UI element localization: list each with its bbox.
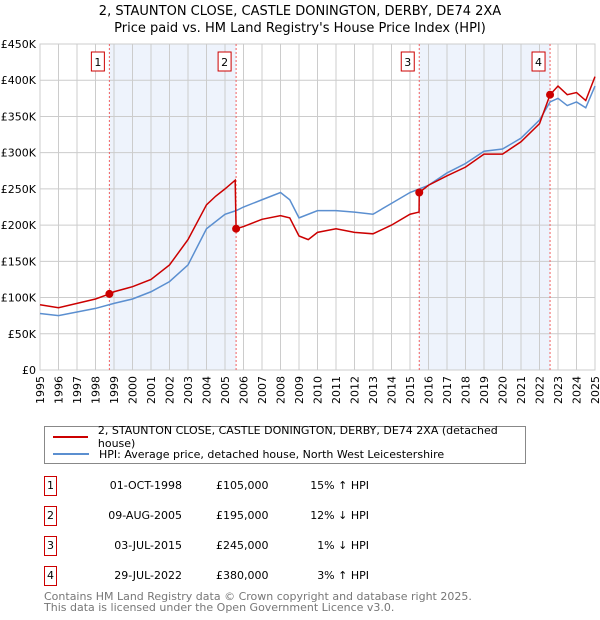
x-tick-label: 2007	[256, 376, 269, 404]
sale-hpi-diff: 1% ↓ HPI	[317, 539, 369, 552]
x-tick-label: 2025	[589, 376, 600, 404]
shaded-span	[419, 44, 551, 370]
y-tick-label: £100K	[1, 292, 37, 305]
legend-item-property: 2, STAUNTON CLOSE, CASTLE DONINGTON, DER…	[53, 424, 525, 450]
y-tick-label: £250K	[1, 183, 37, 196]
legend-swatch-red	[53, 436, 88, 438]
sale-row: 4 29-JUL-2022 £380,000 3% ↑ HPI	[44, 566, 444, 588]
sale-point	[105, 289, 114, 298]
y-tick-label: £300K	[1, 147, 37, 160]
sale-marker-box: 4	[44, 566, 57, 586]
chart-title: 2, STAUNTON CLOSE, CASTLE DONINGTON, DER…	[98, 4, 502, 19]
x-tick-label: 2024	[571, 376, 584, 404]
sale-label: 1	[94, 56, 101, 69]
sale-point	[546, 90, 555, 99]
plot-area: 1995 1996 1997 1998 1999 2000 2001 2002 2003 2004…	[1, 38, 600, 404]
sale-label: 4	[535, 56, 542, 69]
x-tick-label: 1999	[108, 376, 121, 404]
footer-line: Contains HM Land Registry data © Crown c…	[44, 590, 472, 603]
legend-label: 2, STAUNTON CLOSE, CASTLE DONINGTON, DER…	[97, 424, 498, 450]
chart-subtitle: Price paid vs. HM Land Registry's House …	[114, 21, 486, 36]
y-tick-label: £50K	[8, 328, 37, 341]
x-tick-label: 2006	[238, 376, 251, 404]
sale-price: £245,000	[216, 539, 269, 552]
y-tick-label: £0	[22, 364, 36, 377]
legend-item-hpi: HPI: Average price, detached house, Nort…	[53, 446, 444, 462]
legend-swatch-blue	[53, 453, 89, 455]
sale-date: 01-OCT-1998	[109, 479, 182, 492]
footer: Contains HM Land Registry data © Crown c…	[44, 591, 472, 613]
x-tick-label: 2020	[497, 376, 510, 404]
plot-border	[39, 43, 596, 371]
x-tick-label: 2019	[478, 376, 491, 404]
legend-label: HPI: Average price, detached house, Nort…	[99, 447, 445, 461]
x-tick-label: 2001	[145, 376, 158, 404]
sale-label-box	[400, 51, 415, 72]
x-tick-label: 2003	[182, 376, 195, 404]
sale-label: 3	[404, 56, 411, 69]
legend: 2, STAUNTON CLOSE, CASTLE DONINGTON, DER…	[44, 424, 526, 464]
shaded-span	[109, 44, 237, 370]
y-tick-label: £150K	[1, 255, 37, 268]
y-tick-label: £350K	[1, 110, 37, 123]
x-tick-label: 2002	[164, 376, 177, 404]
x-tick-label: 2009	[293, 376, 306, 404]
x-tick-label: 2021	[515, 376, 528, 404]
x-tick-label: 2008	[275, 376, 288, 404]
sale-date: 29-JUL-2022	[114, 569, 182, 582]
footer-line: This data is licensed under the Open Gov…	[44, 601, 395, 614]
sale-date: 03-JUL-2015	[114, 539, 182, 552]
x-tick-label: 2012	[349, 376, 362, 404]
x-tick-label: 2004	[201, 376, 214, 404]
x-tick-label: 2022	[534, 376, 547, 404]
x-tick-label: 2023	[552, 376, 565, 404]
x-tick-label: 2016	[423, 376, 436, 404]
x-tick-label: 2013	[367, 376, 380, 404]
sale-price: £105,000	[216, 479, 269, 492]
x-tick-label: 1995	[34, 376, 47, 404]
x-tick-label: 2018	[460, 376, 473, 404]
x-tick-label: 2015	[404, 376, 417, 404]
x-tick-label: 2005	[219, 376, 232, 404]
sale-point	[232, 224, 241, 233]
property-price-line	[39, 76, 596, 309]
x-tick-label: 2014	[386, 376, 399, 404]
x-tick-label: 1998	[90, 376, 103, 404]
x-tick-label: 2000	[127, 376, 140, 404]
sale-marker-box: 3	[44, 536, 57, 556]
sale-label-box	[531, 51, 546, 72]
x-tick-label: 2011	[330, 376, 343, 404]
sale-marker-box: 1	[44, 476, 57, 496]
sale-label-box	[217, 51, 232, 72]
sale-row: 1 01-OCT-1998 £105,000 15% ↑ HPI	[44, 476, 444, 498]
y-tick-label: £200K	[1, 219, 37, 232]
y-tick-label: £450K	[1, 38, 37, 51]
sale-point	[415, 188, 424, 197]
x-tick-label: 2017	[441, 376, 454, 404]
sale-row: 2 09-AUG-2005 £195,000 12% ↓ HPI	[44, 506, 444, 528]
sale-price: £195,000	[216, 509, 269, 522]
sale-date: 09-AUG-2005	[108, 509, 182, 522]
sale-label-box	[90, 51, 105, 72]
sale-marker-box: 2	[44, 506, 57, 526]
sale-row: 3 03-JUL-2015 £245,000 1% ↓ HPI	[44, 536, 444, 558]
sale-hpi-diff: 3% ↑ HPI	[317, 569, 369, 582]
sale-hpi-diff: 15% ↑ HPI	[310, 479, 369, 492]
x-tick-label: 1997	[71, 376, 84, 404]
sale-price: £380,000	[216, 569, 269, 582]
x-tick-label: 2010	[312, 376, 325, 404]
sale-hpi-diff: 12% ↓ HPI	[310, 509, 369, 522]
y-tick-label: £400K	[1, 74, 37, 87]
x-tick-label: 1996	[53, 376, 66, 404]
sale-label: 2	[221, 56, 228, 69]
